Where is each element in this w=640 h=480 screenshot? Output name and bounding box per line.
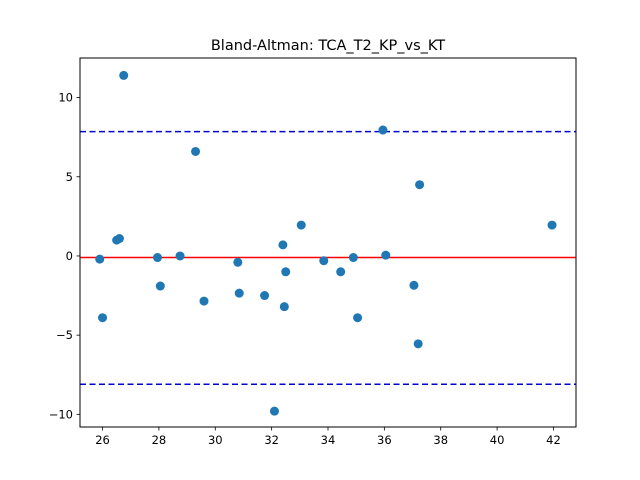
data-point — [153, 253, 162, 263]
data-point — [175, 251, 185, 261]
x-tick-label: 34 — [321, 433, 336, 447]
data-point — [319, 256, 329, 266]
x-tick-label: 38 — [433, 433, 448, 447]
data-points — [95, 70, 557, 416]
data-point — [348, 253, 358, 263]
data-point — [336, 267, 346, 277]
y-tick-label: −5 — [56, 328, 73, 342]
x-tick-label: 36 — [377, 433, 392, 447]
data-point — [199, 296, 209, 306]
x-tick-label: 40 — [490, 433, 505, 447]
data-point — [114, 234, 124, 244]
data-point — [98, 313, 108, 323]
data-point — [353, 313, 363, 323]
data-point — [296, 220, 306, 230]
data-point — [409, 280, 419, 290]
x-tick-label: 26 — [95, 433, 110, 447]
data-point — [119, 70, 129, 80]
y-tick-label: −10 — [49, 407, 73, 421]
data-point — [415, 180, 425, 190]
x-tick-label: 30 — [208, 433, 223, 447]
data-point — [547, 220, 557, 230]
x-tick-label: 28 — [152, 433, 167, 447]
x-tick-label: 32 — [264, 433, 279, 447]
data-point — [278, 240, 288, 250]
x-tick-label: 42 — [546, 433, 561, 447]
x-axis-ticks: 26 28 30 32 34 36 38 40 42 — [95, 427, 561, 447]
y-axis-ticks: −10 −5 0 5 10 — [49, 91, 80, 421]
chart-title: Bland-Altman: TCA_T2_KP_vs_KT — [211, 38, 445, 54]
data-point — [191, 146, 201, 156]
y-tick-label: 10 — [58, 91, 73, 105]
reference-lines — [80, 130, 576, 385]
data-point — [234, 288, 244, 298]
data-point — [155, 281, 165, 291]
data-point — [381, 250, 391, 260]
data-point — [413, 339, 423, 349]
data-point — [233, 257, 243, 267]
data-point — [378, 125, 388, 135]
y-tick-label: 0 — [66, 249, 73, 263]
data-point — [95, 254, 105, 264]
data-point — [260, 291, 270, 301]
plot-area-frame — [79, 57, 577, 428]
data-point — [281, 267, 291, 277]
y-tick-label: 5 — [66, 170, 73, 184]
data-point — [269, 406, 279, 416]
data-point — [279, 302, 289, 312]
